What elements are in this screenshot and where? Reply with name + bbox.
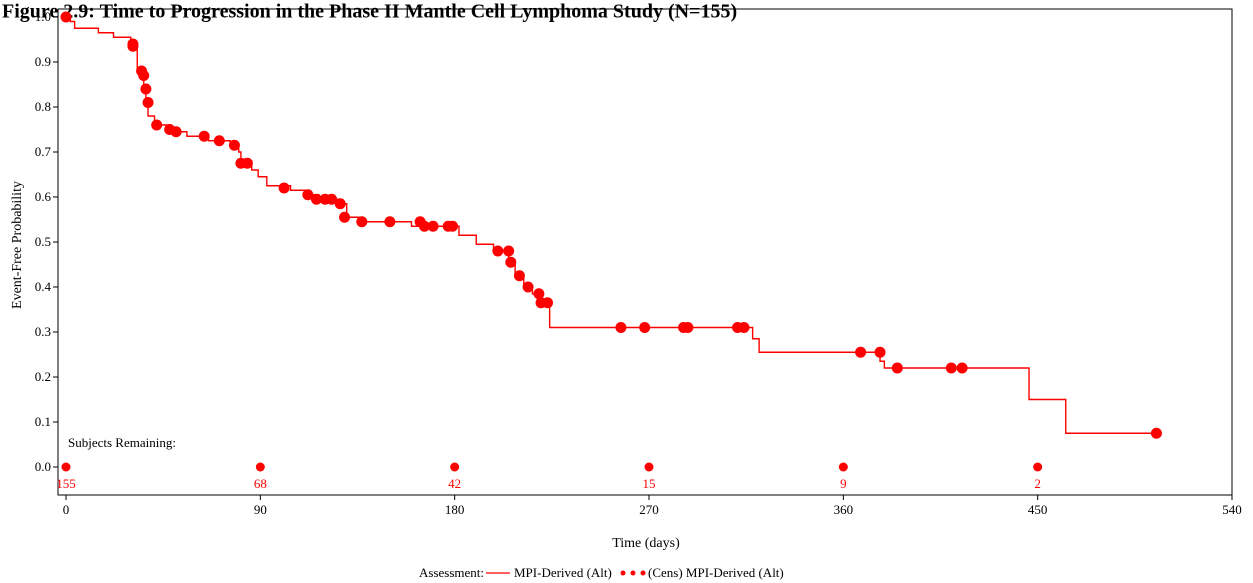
censor-marker [384, 216, 396, 228]
subjects-remaining-count: 9 [840, 476, 847, 491]
censor-marker [615, 322, 627, 333]
censor-marker [855, 346, 867, 358]
censor-marker [505, 256, 517, 268]
censor-marker [170, 126, 182, 138]
subjects-remaining-marker [61, 462, 71, 472]
censor-marker [310, 193, 322, 205]
y-axis-label: Event-Free Probability [10, 181, 25, 309]
legend: Assessment: MPI-Derived (Alt) (Cens) MPI… [419, 565, 784, 580]
censor-marker [278, 182, 290, 194]
censor-marker [427, 220, 439, 232]
censor-marker [1150, 427, 1162, 439]
legend-marker-swatch [620, 570, 626, 576]
y-tick-label: 0.8 [35, 99, 51, 114]
censor-marker [513, 270, 525, 282]
y-tick-label: 1.0 [35, 9, 51, 24]
censor-marker [542, 297, 554, 309]
censor-marker [241, 157, 253, 169]
legend-line-label: MPI-Derived (Alt) [514, 565, 612, 580]
censor-marker [945, 362, 957, 374]
subjects-remaining-count: 15 [643, 476, 656, 491]
censor-marker [682, 322, 694, 333]
censor-marker [151, 119, 163, 131]
x-tick-label: 360 [834, 502, 854, 517]
axes: 0.0 0.1 0.2 0.3 0.4 0.5 0.6 0.7 0.8 0.9 1.0 0 90 180 2… [35, 8, 1242, 517]
x-tick-label: 0 [63, 502, 70, 517]
y-tick-label: 0.7 [35, 144, 52, 159]
x-tick-label: 90 [254, 502, 267, 517]
subjects-remaining-marker [838, 462, 848, 472]
x-axis-label: Time (days) [612, 536, 680, 551]
y-tick-label: 0.4 [35, 279, 52, 294]
legend-title: Assessment: [419, 565, 484, 580]
censor-marker [447, 220, 459, 232]
subjects-remaining-count: 155 [56, 476, 76, 491]
censor-marker [142, 97, 154, 108]
censor-marker [138, 70, 150, 81]
censor-marker [334, 198, 346, 210]
y-tick-label: 0.5 [35, 234, 51, 249]
survival-curve [66, 16, 1157, 434]
censor-marker [639, 322, 651, 333]
censor-marker [418, 220, 430, 232]
censor-marker [228, 139, 240, 151]
subjects-remaining-count: 2 [1034, 476, 1041, 491]
subjects-remaining-marker [1033, 462, 1043, 472]
legend-marker-label: (Cens) MPI-Derived (Alt) [648, 565, 784, 580]
subjects-remaining-marker [255, 462, 265, 472]
censor-marker [891, 362, 903, 374]
y-tick-label: 0.9 [35, 54, 51, 69]
censor-marker [60, 11, 72, 23]
censor-marker [198, 130, 210, 142]
censor-marker [522, 281, 534, 293]
x-tick-label: 450 [1028, 502, 1048, 517]
censor-marker [326, 193, 338, 205]
censor-marker [533, 288, 545, 300]
x-tick-label: 270 [639, 502, 659, 517]
subjects-remaining-marker [644, 462, 654, 472]
y-tick-label: 0.1 [35, 414, 51, 429]
subjects-remaining-label: Subjects Remaining: [68, 435, 176, 450]
censor-marker [356, 216, 368, 228]
censor-marker [302, 189, 314, 201]
censor-marker [956, 362, 968, 374]
y-tick-label: 0.3 [35, 324, 51, 339]
censor-marker [503, 245, 515, 257]
plot-frame [57, 8, 1233, 496]
censor-marker [127, 40, 139, 52]
chart-title: Figure 2.9: Time to Progression in the P… [2, 1, 737, 23]
x-tick-label: 180 [445, 502, 465, 517]
censor-marker [213, 135, 225, 147]
y-tick-label: 0.0 [35, 459, 51, 474]
y-tick-label: 0.6 [35, 189, 52, 204]
km-layer [60, 11, 1162, 439]
censor-marker [339, 211, 351, 223]
subjects-remaining-count: 42 [448, 476, 461, 491]
censor-marker [738, 322, 750, 333]
censor-marker [140, 83, 152, 95]
censor-marker [874, 346, 886, 358]
censor-marker [492, 245, 504, 257]
subjects-remaining-marker [450, 462, 460, 472]
y-tick-label: 0.2 [35, 369, 51, 384]
subjects-remaining-count: 68 [254, 476, 267, 491]
legend-marker-swatch [640, 570, 646, 576]
legend-marker-swatch [630, 570, 636, 576]
x-tick-label: 540 [1222, 502, 1242, 517]
subjects-remaining-layer: 155 68 42 15 9 2 [56, 462, 1043, 491]
